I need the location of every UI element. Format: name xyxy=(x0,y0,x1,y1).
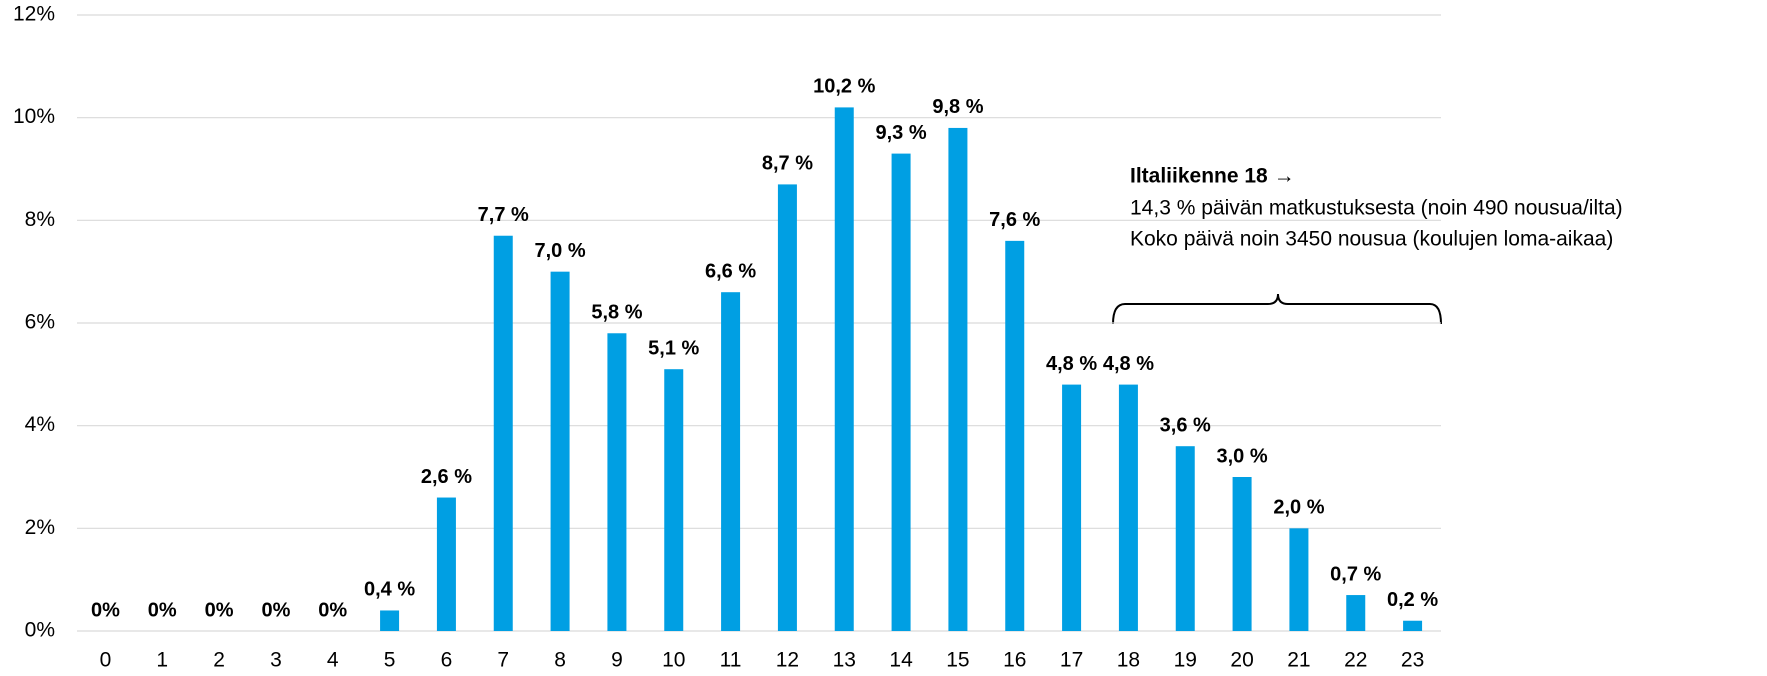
value-label: 0,4 % xyxy=(364,579,415,601)
x-tick-label: 14 xyxy=(889,649,913,672)
y-tick-label: 6% xyxy=(25,311,55,334)
y-tick-label: 12% xyxy=(13,3,55,26)
x-tick-label: 12 xyxy=(776,649,799,672)
x-tick-label: 3 xyxy=(270,649,282,672)
bar xyxy=(1403,620,1423,631)
value-label: 0% xyxy=(261,599,290,621)
bar xyxy=(1232,477,1252,631)
bar xyxy=(550,271,570,631)
bar xyxy=(1289,528,1309,631)
value-label: 0% xyxy=(148,599,177,621)
x-tick-label: 16 xyxy=(1003,649,1026,672)
value-label: 0,2 % xyxy=(1387,589,1438,611)
value-label: 10,2 % xyxy=(813,76,875,98)
bar xyxy=(607,333,627,631)
x-tick-label: 17 xyxy=(1060,649,1083,672)
bar xyxy=(1062,384,1082,631)
bar xyxy=(891,153,911,631)
y-tick-label: 0% xyxy=(25,619,55,642)
x-tick-label: 20 xyxy=(1230,649,1253,672)
x-tick-label: 15 xyxy=(946,649,969,672)
y-tick-label: 8% xyxy=(25,208,55,231)
annotation-title: Iltaliikenne 18 → xyxy=(1130,165,1295,188)
x-tick-label: 1 xyxy=(156,649,168,672)
value-label: 7,7 % xyxy=(478,204,529,226)
bar xyxy=(436,497,456,631)
value-label: 9,3 % xyxy=(876,122,927,144)
value-label: 3,6 % xyxy=(1160,414,1211,436)
x-tick-label: 13 xyxy=(833,649,856,672)
annotation-line: 14,3 % päivän matkustuksesta (noin 490 n… xyxy=(1130,197,1623,220)
bar xyxy=(664,369,684,631)
x-tick-label: 10 xyxy=(662,649,685,672)
value-label: 0% xyxy=(205,599,234,621)
bar xyxy=(834,107,854,631)
value-label: 3,0 % xyxy=(1217,445,1268,467)
y-tick-label: 4% xyxy=(25,413,55,436)
x-tick-label: 11 xyxy=(720,649,742,672)
value-label: 0,7 % xyxy=(1330,563,1381,585)
value-label: 0% xyxy=(91,599,120,621)
x-tick-label: 6 xyxy=(441,649,453,672)
y-tick-label: 10% xyxy=(13,105,55,128)
value-label: 9,8 % xyxy=(932,96,983,118)
x-tick-label: 22 xyxy=(1344,649,1367,672)
bar xyxy=(1118,384,1138,631)
x-tick-label: 23 xyxy=(1401,649,1424,672)
value-label: 5,8 % xyxy=(591,302,642,324)
bar xyxy=(380,610,400,631)
x-tick-label: 18 xyxy=(1117,649,1140,672)
bar xyxy=(721,292,741,631)
x-tick-label: 5 xyxy=(384,649,396,672)
value-label: 8,7 % xyxy=(762,153,813,175)
value-label: 6,6 % xyxy=(705,260,756,282)
value-label: 7,6 % xyxy=(989,209,1040,231)
value-label: 4,8 % xyxy=(1103,353,1154,375)
x-tick-label: 9 xyxy=(611,649,623,672)
x-tick-label: 4 xyxy=(327,649,339,672)
annotation-line: Koko päivä noin 3450 nousua (koulujen lo… xyxy=(1130,228,1613,251)
value-label: 5,1 % xyxy=(648,337,699,359)
value-label: 4,8 % xyxy=(1046,353,1097,375)
bracket xyxy=(1112,293,1442,325)
x-tick-label: 7 xyxy=(497,649,509,672)
bar xyxy=(948,127,968,631)
bar xyxy=(493,235,513,631)
value-label: 0% xyxy=(318,599,347,621)
bar xyxy=(1175,446,1195,631)
value-label: 2,0 % xyxy=(1273,497,1324,519)
x-tick-label: 8 xyxy=(554,649,566,672)
x-tick-label: 2 xyxy=(213,649,225,672)
value-label: 2,6 % xyxy=(421,466,472,488)
x-tick-label: 0 xyxy=(100,649,112,672)
x-tick-label: 21 xyxy=(1287,649,1310,672)
bar xyxy=(1005,240,1025,631)
x-tick-label: 19 xyxy=(1174,649,1197,672)
y-tick-label: 2% xyxy=(25,516,55,539)
value-label: 7,0 % xyxy=(535,240,586,262)
bar xyxy=(777,184,797,631)
bar xyxy=(1346,595,1366,631)
